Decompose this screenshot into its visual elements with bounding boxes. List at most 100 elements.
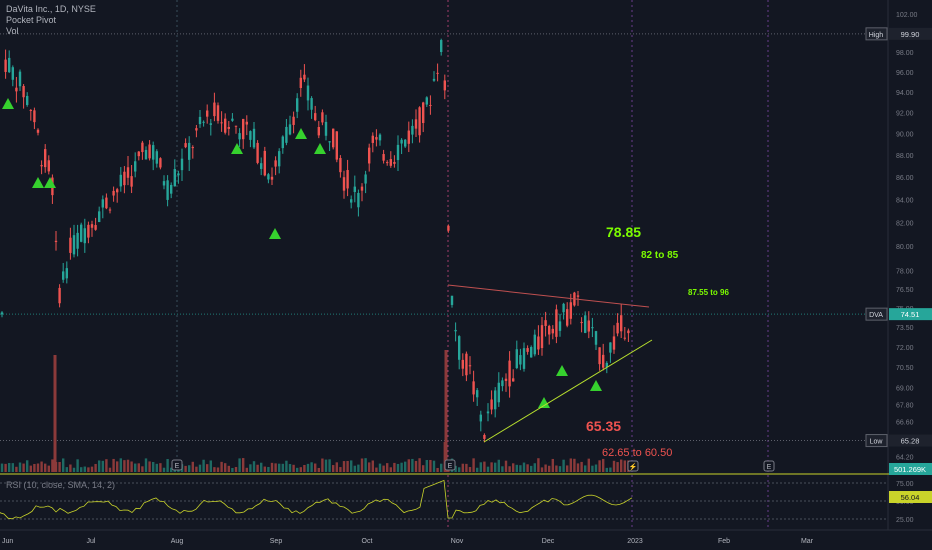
candle [609, 342, 612, 353]
volume-bar [468, 467, 472, 472]
volume-bar [80, 467, 83, 472]
candle [8, 57, 11, 73]
volume-spike [444, 350, 448, 472]
volume-bar [544, 464, 547, 472]
y-tick-label: 88.00 [896, 153, 914, 160]
volume-bar [209, 460, 212, 472]
volume-bar [296, 467, 299, 472]
volume-bar [216, 467, 220, 472]
candle [90, 224, 94, 228]
volume-tag-value: 501.269K [894, 465, 926, 474]
candle [98, 211, 101, 223]
candle [461, 359, 464, 369]
volume-bar [569, 458, 572, 472]
volume-bar [339, 467, 342, 472]
volume-bar [36, 463, 40, 472]
volume-bar [11, 463, 14, 472]
volume-bar [33, 463, 36, 472]
pocket-pivot-marker [269, 228, 281, 239]
y-tick-label: 64.20 [896, 455, 914, 462]
candle [458, 336, 461, 360]
candle [263, 150, 266, 176]
candle [281, 136, 284, 149]
y-tick-label: 92.00 [896, 111, 914, 118]
volume-bar [134, 463, 137, 472]
volume-bar [137, 463, 140, 472]
volume-bar [40, 461, 43, 472]
candle [123, 171, 126, 186]
candle [490, 399, 493, 410]
candle [555, 309, 558, 337]
candle [26, 95, 29, 105]
volume-bar [220, 461, 223, 472]
candle [389, 159, 392, 166]
x-tick-label: Nov [451, 538, 464, 545]
volume-bar [22, 463, 25, 472]
volume-bar [501, 466, 504, 472]
volume-bar [90, 466, 94, 472]
candle [166, 180, 169, 200]
volume-bar [497, 459, 500, 472]
y-tick-label: 73.50 [896, 325, 914, 332]
candle [105, 197, 108, 209]
candle [429, 105, 432, 107]
candle [206, 110, 209, 117]
volume-bar [191, 461, 194, 472]
volume-bar [72, 467, 76, 472]
volume-bar [479, 462, 482, 472]
volume-bar [252, 461, 256, 472]
volume-bar [357, 464, 360, 472]
candle [476, 390, 479, 398]
candle [285, 126, 288, 143]
volume-bar [562, 459, 565, 472]
candle [371, 135, 374, 143]
volume-bar [317, 467, 320, 472]
candle [94, 225, 97, 230]
y-tick-label: 70.50 [896, 365, 914, 372]
volume-bar [155, 463, 158, 472]
high-price-tag-value: 99.90 [901, 30, 920, 39]
indicator-pocket-pivot[interactable]: Pocket Pivot [6, 15, 57, 25]
candle [584, 315, 587, 333]
volume-bar [123, 460, 126, 472]
volume-bar [623, 460, 626, 472]
volume-bar [15, 466, 18, 472]
symbol-title[interactable]: DaVita Inc., 1D, NYSE [6, 4, 96, 14]
candle [512, 378, 515, 382]
volume-bar [18, 462, 22, 472]
candle [432, 78, 436, 81]
candle [44, 149, 47, 168]
rsi-value-tag-value: 56.04 [901, 493, 920, 502]
rsi-legend[interactable]: RSI (10, close, SMA, 14, 2) [6, 480, 116, 490]
candle [530, 347, 533, 358]
volume-tag-box [889, 463, 932, 475]
candle [47, 160, 50, 172]
candle [472, 381, 475, 395]
candle [501, 380, 504, 387]
candle [173, 169, 176, 187]
event-marker-glyph: ⚡ [629, 462, 638, 471]
support-range-label: 62.65 to 60.50 [602, 447, 673, 459]
candle [440, 40, 443, 53]
candle [479, 414, 482, 422]
candle [540, 325, 544, 349]
candle [627, 330, 630, 334]
volume-bar [238, 458, 241, 472]
volume-bar [519, 465, 522, 472]
volume-bar [440, 463, 443, 472]
candle [69, 237, 72, 253]
y-tick-label: 82.00 [896, 221, 914, 228]
volume-bar [87, 467, 90, 472]
candle [587, 320, 590, 332]
volume-bar [227, 465, 230, 472]
volume-bar [414, 460, 418, 472]
candle [602, 354, 605, 368]
volume-bar [108, 467, 112, 472]
volume-bar [368, 462, 371, 472]
candle [324, 121, 328, 136]
volume-bar [342, 461, 346, 472]
candle [483, 434, 486, 439]
last-price-tag-value: 74.51 [901, 310, 920, 319]
indicator-volume[interactable]: Vol [6, 26, 19, 36]
